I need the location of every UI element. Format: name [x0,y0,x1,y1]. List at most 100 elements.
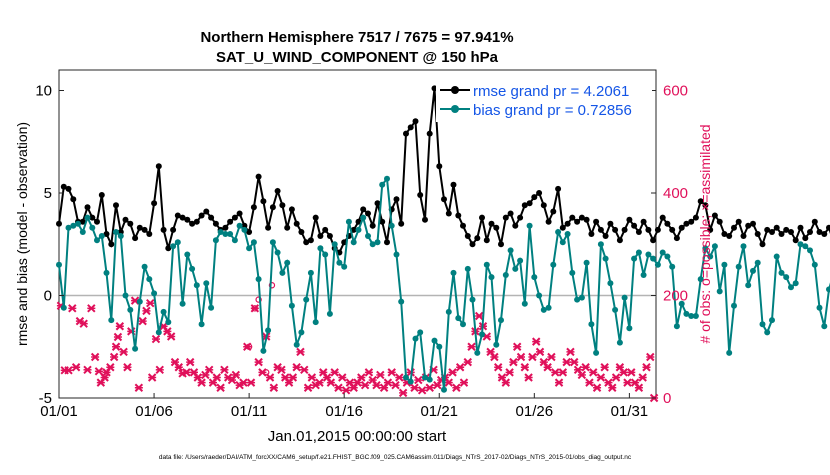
rmse-point [146,231,153,237]
rmse-point [550,208,557,215]
bias-point [507,247,514,254]
obs-assimilated-marker [246,378,256,387]
obs-assimilated-marker [391,380,400,390]
bias-point [369,241,376,248]
rmse-point [445,210,452,217]
rmse-point [593,218,600,225]
obs-assimilated-marker [334,383,343,392]
bias-point [631,255,638,262]
obs-assimilated-marker [566,347,575,357]
obs-assimilated-marker [292,363,301,372]
bias-point [236,222,243,229]
rmse-point [479,214,485,221]
bias-point [517,257,524,264]
obs-assimilated-marker [600,363,609,372]
bias-point [479,331,485,338]
bias-point [650,255,657,262]
rmse-point [635,229,642,235]
rmse-point [265,224,272,231]
obs-assimilated-marker [115,322,125,331]
rmse-point [98,192,105,198]
bias-point [417,329,424,336]
bias-point [345,218,352,225]
rmse-point [531,194,538,201]
bias-point [616,339,623,346]
bias-point [555,229,562,235]
obs-assimilated-marker [315,378,324,387]
bias-point [113,229,119,235]
rmse-point [578,214,585,221]
rmse-point [307,237,314,244]
obs-assimilated-marker [341,386,351,395]
bias-point [821,323,828,330]
bias-point [127,306,134,313]
rmse-point [179,214,186,221]
obs-assimilated-marker [220,365,229,375]
bias-point [788,284,794,291]
bias-point [578,294,585,301]
axes-layer: -5 0 5 10 0 200 400 600 01/01 01/06 01/11 01/16 01/2… [35,83,688,421]
obs-assimilated-marker [239,378,248,387]
bias-point [588,321,595,328]
rmse-point [688,218,695,225]
bias-point [773,253,780,260]
obs-assimilated-marker [501,378,511,387]
bias-point [550,261,557,268]
bias-point [659,249,666,256]
bias-point [279,269,286,276]
obs-assimilated-marker [505,368,514,377]
rmse-point [702,202,709,209]
rmse-point [788,229,794,235]
bias-point [350,239,357,246]
rmse-point [384,239,390,246]
bias-point [502,272,509,278]
rmse-point [474,235,481,242]
bias-point [288,302,295,309]
obs-assimilated-marker [151,334,161,344]
rmse-point [654,226,661,233]
rmse-point [203,208,210,215]
rmse-point [716,218,723,225]
rmse-point [174,212,181,219]
obs-assimilated-marker [634,383,644,392]
bias-point [441,386,447,393]
rmse-point [70,196,77,203]
bias-point [193,282,200,289]
bias-point [231,237,238,244]
obs-assimilated-marker [357,373,366,382]
rmse-point [626,216,633,223]
bias-point [498,317,504,324]
obs-assimilated-marker [535,347,545,357]
obs-assimilated-marker [111,342,121,351]
rmse-point [426,130,433,137]
rmse-point [588,231,595,237]
bias-point [103,269,110,276]
rmse-point [807,229,813,235]
bias-point [716,288,723,295]
rmse-point [607,220,614,227]
rmse-point [403,130,409,137]
rmse-point [398,220,405,227]
rmse-point [184,216,191,223]
bias-point [151,290,158,297]
rmse-point [303,239,310,246]
bias-point [374,239,381,246]
bias-point [540,306,547,313]
bias-point [526,222,533,229]
bias-point [654,261,661,268]
rmse-point [574,218,581,225]
bias-point [56,261,62,268]
rmse-point [450,181,457,188]
obs-assimilated-marker [596,373,606,382]
rmse-point [669,226,676,233]
rmse-point [350,226,357,233]
y-tick-label: 10 [35,83,52,100]
rmse-point [564,220,571,227]
rmse-point [260,198,267,205]
rmse-point [236,210,243,217]
bias-point [669,263,676,270]
bias-point [403,374,409,381]
rmse-point [246,229,253,235]
bias-point [398,298,405,305]
